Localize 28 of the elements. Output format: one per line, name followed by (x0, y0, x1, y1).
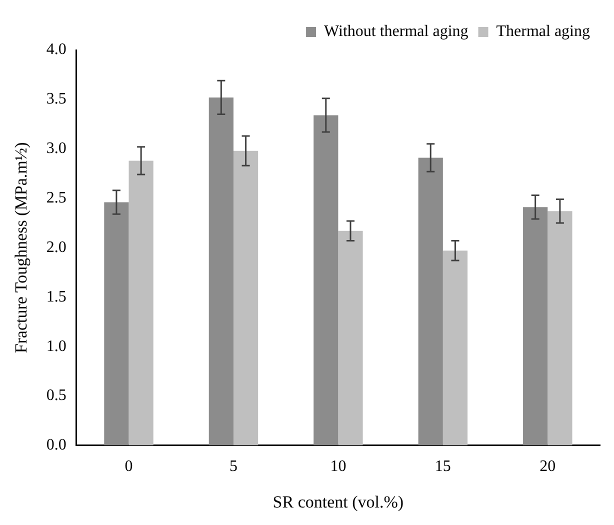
bar (233, 150, 258, 446)
bar (338, 230, 363, 446)
y-tick-label: 1.0 (46, 338, 66, 355)
bar (442, 250, 468, 446)
y-tick-label: 2.5 (46, 189, 66, 206)
bar (128, 160, 154, 446)
bar (548, 211, 572, 446)
x-tick-label: 15 (434, 458, 451, 476)
bar (208, 97, 234, 446)
y-tick-label: 3.0 (46, 140, 66, 158)
legend-label: Without thermal aging (324, 23, 468, 40)
y-tick-label: 4.0 (46, 41, 66, 58)
bar (523, 207, 548, 446)
x-tick-label: 20 (540, 458, 556, 476)
x-tick-label: 0 (124, 458, 133, 476)
y-axis-title: Fracture Toughness (MPa.m½) (12, 142, 31, 354)
y-tick-label: 1.5 (46, 288, 66, 306)
legend-label: Thermal aging (496, 23, 590, 40)
x-tick-label: 10 (330, 458, 346, 476)
y-tick-label: 0.0 (46, 436, 66, 454)
y-tick-label: 0.5 (46, 387, 66, 404)
x-axis-title: SR content (vol.%) (272, 492, 404, 512)
bar (314, 115, 338, 446)
bar (418, 158, 443, 446)
x-tick-label: 5 (229, 458, 238, 476)
y-tick-label: 3.5 (46, 90, 66, 108)
y-tick-label: 2.0 (46, 238, 66, 256)
bar (104, 202, 129, 446)
